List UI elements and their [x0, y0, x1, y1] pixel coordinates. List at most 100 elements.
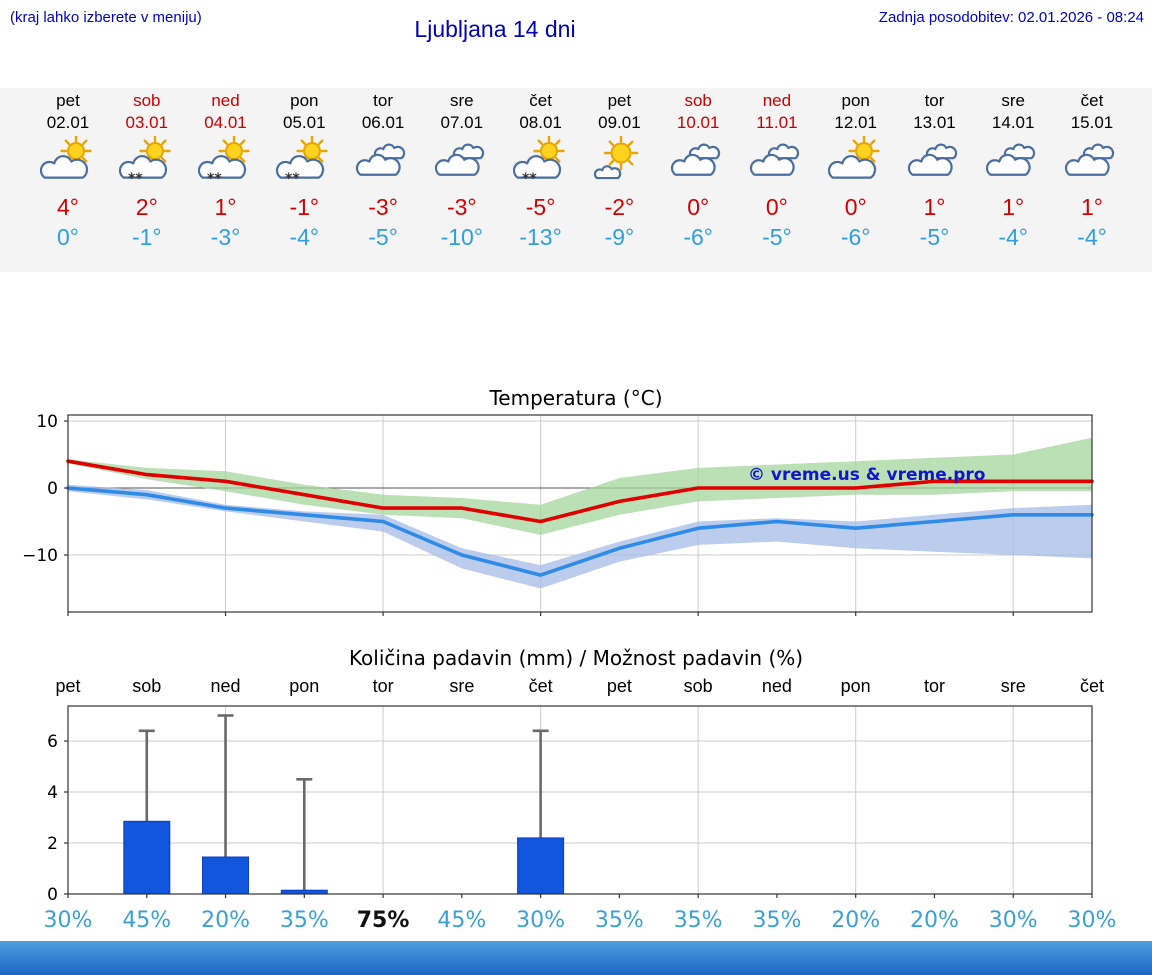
min-temperature-line: [66, 486, 1094, 577]
precip-day-label: pet: [607, 676, 632, 696]
forecast-day: sre 14.01 1° -4°: [973, 90, 1053, 252]
temp-ytick-label: −10: [22, 546, 58, 566]
cloudy-icon: [737, 136, 817, 190]
precip-probability: 30%: [989, 908, 1038, 933]
forecast-day: čet 08.01 ** -5° -13°: [501, 90, 581, 252]
day-name: čet: [529, 91, 552, 110]
temp-min: -6°: [840, 224, 871, 250]
precipitation-chart: pet sob ned pon tor sre čet pet sob ned pon tor sre č…: [44, 676, 1117, 933]
partly-cloudy-icon: [28, 135, 108, 190]
temperature-chart-title: Temperatura (°C): [489, 386, 663, 410]
cloudy-icon: [343, 136, 423, 190]
mostly-sunny-icon: [579, 135, 659, 190]
day-date: 11.01: [756, 113, 798, 132]
precip-probability: 75%: [357, 908, 410, 933]
day-date: 03.01: [125, 113, 169, 132]
temp-min: -6°: [683, 224, 714, 250]
watermark-link[interactable]: © vreme.us & vreme.pro: [748, 465, 985, 485]
precip-probability: 20%: [910, 908, 959, 933]
temp-min: -5°: [762, 224, 792, 250]
partly-cloudy-art: **: [118, 135, 171, 187]
temp-max: 2°: [135, 194, 158, 220]
precip-probability: 20%: [201, 908, 250, 933]
day-date: 06.01: [361, 113, 405, 132]
forecast-day: tor 13.01 1° -5°: [895, 90, 975, 252]
temp-ytick-label: 10: [36, 412, 58, 432]
partly-cloudy-art: [827, 135, 880, 179]
precip-bar: [202, 856, 249, 895]
day-name: ned: [762, 91, 792, 110]
cloudy-art: [749, 143, 800, 176]
precip-probability: 20%: [831, 908, 880, 933]
precip-bar: [123, 820, 171, 895]
day-name: sre: [1001, 91, 1025, 110]
temp-max: 0°: [844, 194, 867, 220]
temp-max: 4°: [57, 194, 79, 220]
temp-min: -4°: [1077, 224, 1107, 250]
temp-min: -9°: [604, 224, 635, 250]
precip-probability: 30%: [516, 908, 565, 933]
temp-max: 1°: [214, 194, 237, 220]
temperature-chart: 10 0 −10 © vreme.us & vreme.pro: [22, 412, 1094, 616]
forecast-day: tor 06.01 -3° -5°: [343, 90, 423, 252]
precip-day-label: sre: [1001, 676, 1026, 696]
precip-probability: 35%: [595, 908, 644, 933]
day-date: 08.01: [519, 113, 562, 132]
partly-cloudy-icon: [816, 135, 896, 190]
partly-cloudy-art: **: [276, 135, 328, 187]
day-date: 02.01: [46, 113, 90, 132]
precip-day-label: ned: [211, 676, 241, 696]
forecast-day: čet 15.01 1° -4°: [1052, 90, 1132, 252]
cloudy-art: [434, 143, 484, 176]
precip-day-label: sob: [684, 676, 713, 696]
cloudy-art: [986, 143, 1036, 176]
snow-marks: **: [128, 171, 143, 184]
day-name: tor: [373, 91, 394, 110]
cloudy-art: [671, 143, 721, 176]
cloudy-icon: [1052, 136, 1132, 190]
partly-cloudy-art: **: [197, 135, 250, 187]
temp-max: -3°: [446, 194, 477, 220]
menu-hint: (kraj lahko izberete v meniju): [10, 9, 202, 26]
partly-cloudy-icon: **: [107, 135, 187, 190]
cloudy-icon: [658, 136, 738, 190]
precip-day-label: čet: [529, 676, 553, 696]
day-name: ned: [211, 91, 240, 110]
footer-bar: [0, 941, 1152, 975]
precip-day-label: pon: [289, 676, 319, 696]
day-name: sob: [133, 91, 161, 110]
min-range-band: [68, 484, 1092, 589]
cloudy-icon: [895, 136, 975, 190]
temp-max: -3°: [368, 194, 398, 220]
partly-cloudy-art: **: [512, 135, 565, 187]
temp-max: 1°: [923, 194, 946, 220]
cloudy-art: [356, 143, 406, 176]
temp-min: -10°: [440, 224, 484, 250]
forecast-day: sob 03.01 ** 2° -1°: [107, 90, 187, 252]
partly-cloudy-icon: **: [186, 135, 266, 190]
day-name: tor: [924, 91, 945, 110]
precip-day-label: sre: [449, 676, 474, 696]
precip-day-label: čet: [1080, 676, 1104, 696]
day-date: 05.01: [283, 113, 326, 132]
day-date: 15.01: [1070, 113, 1114, 132]
day-name: sre: [449, 91, 474, 110]
precip-day-label: pet: [55, 676, 80, 696]
precipitation-chart-title: Količina padavin (mm) / Možnost padavin …: [348, 646, 804, 670]
temp-max: 0°: [687, 194, 710, 220]
temp-min: -3°: [210, 224, 241, 250]
snow-marks: **: [522, 171, 537, 184]
forecast-day: pon 05.01 ** -1° -4°: [264, 90, 344, 252]
temp-min: -13°: [519, 224, 562, 250]
temp-ytick-label: 0: [47, 479, 58, 499]
precip-probability: 35%: [752, 908, 801, 933]
temp-min: -5°: [368, 224, 398, 250]
temp-max: 1°: [1002, 194, 1025, 220]
snow-marks: **: [207, 171, 222, 184]
precip-ytick-label: 0: [47, 885, 58, 905]
partly-cloudy-icon: **: [264, 135, 344, 190]
temp-max: 1°: [1081, 194, 1103, 220]
precip-probability: 45%: [437, 908, 486, 933]
day-date: 07.01: [440, 113, 484, 132]
precip-day-label: pon: [841, 676, 871, 696]
